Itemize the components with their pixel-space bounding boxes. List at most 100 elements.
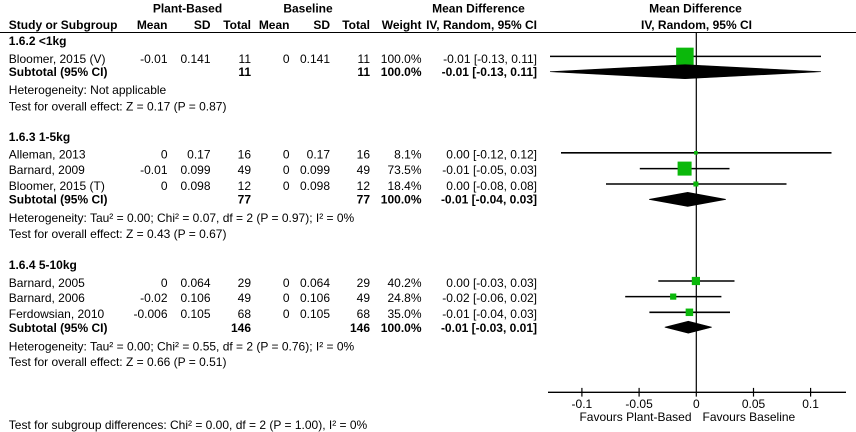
svg-text:Study or Subgroup: Study or Subgroup <box>9 18 118 32</box>
svg-text:-0.01 [-0.13, 0.11]: -0.01 [-0.13, 0.11] <box>443 52 537 66</box>
svg-text:Plant-Based: Plant-Based <box>153 2 222 16</box>
svg-text:Heterogeneity: Tau² = 0.00; Ch: Heterogeneity: Tau² = 0.00; Chi² = 0.07,… <box>9 211 355 225</box>
svg-text:100.0%: 100.0% <box>381 321 422 335</box>
svg-text:-0.1: -0.1 <box>572 397 593 411</box>
svg-text:100.0%: 100.0% <box>381 65 422 79</box>
svg-text:IV, Random, 95% CI: IV, Random, 95% CI <box>641 18 752 32</box>
svg-text:11: 11 <box>238 65 251 79</box>
svg-text:-0.05: -0.05 <box>625 397 653 411</box>
svg-text:0.17: 0.17 <box>187 148 211 162</box>
svg-text:11: 11 <box>239 52 252 66</box>
svg-text:49: 49 <box>357 291 371 305</box>
svg-text:0.099: 0.099 <box>300 163 330 177</box>
svg-text:SD: SD <box>313 18 330 32</box>
svg-text:0.00 [-0.12, 0.12]: 0.00 [-0.12, 0.12] <box>446 148 537 162</box>
svg-text:0.1: 0.1 <box>802 397 819 411</box>
svg-text:0.064: 0.064 <box>180 276 210 290</box>
svg-text:73.5%: 73.5% <box>387 163 421 177</box>
svg-text:0: 0 <box>283 276 290 290</box>
svg-text:0: 0 <box>161 276 168 290</box>
svg-text:49: 49 <box>238 163 252 177</box>
svg-text:-0.02: -0.02 <box>140 291 168 305</box>
svg-text:0: 0 <box>161 148 168 162</box>
svg-text:Alleman, 2013: Alleman, 2013 <box>9 148 86 162</box>
svg-text:24.8%: 24.8% <box>387 291 421 305</box>
svg-text:Subtotal (95% CI): Subtotal (95% CI) <box>9 65 108 79</box>
svg-text:Test for overall effect: Z = 0: Test for overall effect: Z = 0.17 (P = 0… <box>9 100 227 114</box>
svg-text:0: 0 <box>283 163 290 177</box>
svg-text:Barnard, 2005: Barnard, 2005 <box>9 276 85 290</box>
svg-text:0: 0 <box>693 397 700 411</box>
svg-text:0: 0 <box>283 148 290 162</box>
svg-text:Barnard, 2009: Barnard, 2009 <box>9 163 85 177</box>
svg-text:146: 146 <box>231 321 251 335</box>
svg-text:35.0%: 35.0% <box>387 307 421 321</box>
svg-text:18.4%: 18.4% <box>387 179 421 193</box>
svg-text:0.17: 0.17 <box>307 148 331 162</box>
svg-text:Total: Total <box>342 18 370 32</box>
svg-text:49: 49 <box>357 163 371 177</box>
svg-text:Test for overall effect: Z = 0: Test for overall effect: Z = 0.43 (P = 0… <box>9 227 227 241</box>
svg-text:Bloomer, 2015 (T): Bloomer, 2015 (T) <box>9 179 105 193</box>
svg-text:Subtotal (95% CI): Subtotal (95% CI) <box>9 321 108 335</box>
svg-text:0.141: 0.141 <box>300 52 330 66</box>
svg-text:Barnard, 2006: Barnard, 2006 <box>9 291 85 305</box>
svg-text:-0.01: -0.01 <box>140 52 168 66</box>
svg-text:Heterogeneity: Tau² = 0.00; Ch: Heterogeneity: Tau² = 0.00; Chi² = 0.55,… <box>9 340 355 354</box>
svg-text:Weight: Weight <box>382 18 422 32</box>
svg-text:16: 16 <box>357 148 371 162</box>
svg-text:0.098: 0.098 <box>300 179 330 193</box>
svg-text:0.00 [-0.03, 0.03]: 0.00 [-0.03, 0.03] <box>446 276 537 290</box>
svg-text:Favours Plant-Based: Favours Plant-Based <box>579 410 691 424</box>
svg-text:1.6.3 1-5kg: 1.6.3 1-5kg <box>9 130 70 144</box>
svg-text:100.0%: 100.0% <box>381 193 422 207</box>
svg-text:Subtotal (95% CI): Subtotal (95% CI) <box>9 193 108 207</box>
svg-text:0.105: 0.105 <box>180 307 210 321</box>
svg-text:0: 0 <box>283 179 290 193</box>
svg-text:68: 68 <box>357 307 371 321</box>
svg-text:-0.01: -0.01 <box>140 163 168 177</box>
svg-text:Test for subgroup differences:: Test for subgroup differences: Chi² = 0.… <box>9 418 368 432</box>
svg-text:Baseline: Baseline <box>283 2 333 16</box>
svg-text:0.106: 0.106 <box>300 291 330 305</box>
svg-text:0.098: 0.098 <box>180 179 210 193</box>
svg-text:29: 29 <box>238 276 252 290</box>
svg-text:-0.01 [-0.05, 0.03]: -0.01 [-0.05, 0.03] <box>442 163 537 177</box>
svg-text:-0.01 [-0.03, 0.01]: -0.01 [-0.03, 0.01] <box>441 321 537 335</box>
svg-text:Mean Difference: Mean Difference <box>432 2 525 16</box>
svg-text:Ferdowsian, 2010: Ferdowsian, 2010 <box>9 307 105 321</box>
svg-text:8.1%: 8.1% <box>394 148 422 162</box>
svg-text:SD: SD <box>194 18 211 32</box>
svg-text:0.099: 0.099 <box>180 163 210 177</box>
svg-text:0.05: 0.05 <box>742 397 766 411</box>
svg-text:68: 68 <box>238 307 252 321</box>
svg-text:-0.01 [-0.04, 0.03]: -0.01 [-0.04, 0.03] <box>442 307 537 321</box>
svg-text:100.0%: 100.0% <box>381 52 422 66</box>
svg-text:77: 77 <box>238 193 252 207</box>
svg-text:0: 0 <box>161 179 168 193</box>
svg-text:Bloomer, 2015 (V): Bloomer, 2015 (V) <box>9 52 106 66</box>
svg-text:77: 77 <box>357 193 371 207</box>
svg-text:0: 0 <box>283 291 290 305</box>
svg-text:0.141: 0.141 <box>180 52 210 66</box>
svg-text:-0.02 [-0.06, 0.02]: -0.02 [-0.06, 0.02] <box>442 291 537 305</box>
svg-text:IV, Random, 95% CI: IV, Random, 95% CI <box>426 18 537 32</box>
svg-text:40.2%: 40.2% <box>387 276 421 290</box>
svg-text:0.00 [-0.08, 0.08]: 0.00 [-0.08, 0.08] <box>446 179 537 193</box>
svg-text:Total: Total <box>223 18 251 32</box>
svg-text:16: 16 <box>238 148 252 162</box>
svg-text:0.106: 0.106 <box>180 291 210 305</box>
svg-text:-0.01 [-0.13, 0.11]: -0.01 [-0.13, 0.11] <box>442 65 537 79</box>
svg-text:Mean Difference: Mean Difference <box>649 2 742 16</box>
svg-text:29: 29 <box>357 276 371 290</box>
svg-text:11: 11 <box>357 65 370 79</box>
svg-text:Heterogeneity: Not applicable: Heterogeneity: Not applicable <box>9 83 167 97</box>
svg-text:12: 12 <box>238 179 252 193</box>
svg-text:Mean: Mean <box>137 18 168 32</box>
svg-text:12: 12 <box>357 179 371 193</box>
svg-text:0.064: 0.064 <box>300 276 330 290</box>
svg-text:1.6.4 5-10kg: 1.6.4 5-10kg <box>9 258 77 272</box>
svg-text:Test for overall effect: Z = 0: Test for overall effect: Z = 0.66 (P = 0… <box>9 355 227 369</box>
svg-text:0: 0 <box>283 52 290 66</box>
svg-text:-0.006: -0.006 <box>133 307 167 321</box>
